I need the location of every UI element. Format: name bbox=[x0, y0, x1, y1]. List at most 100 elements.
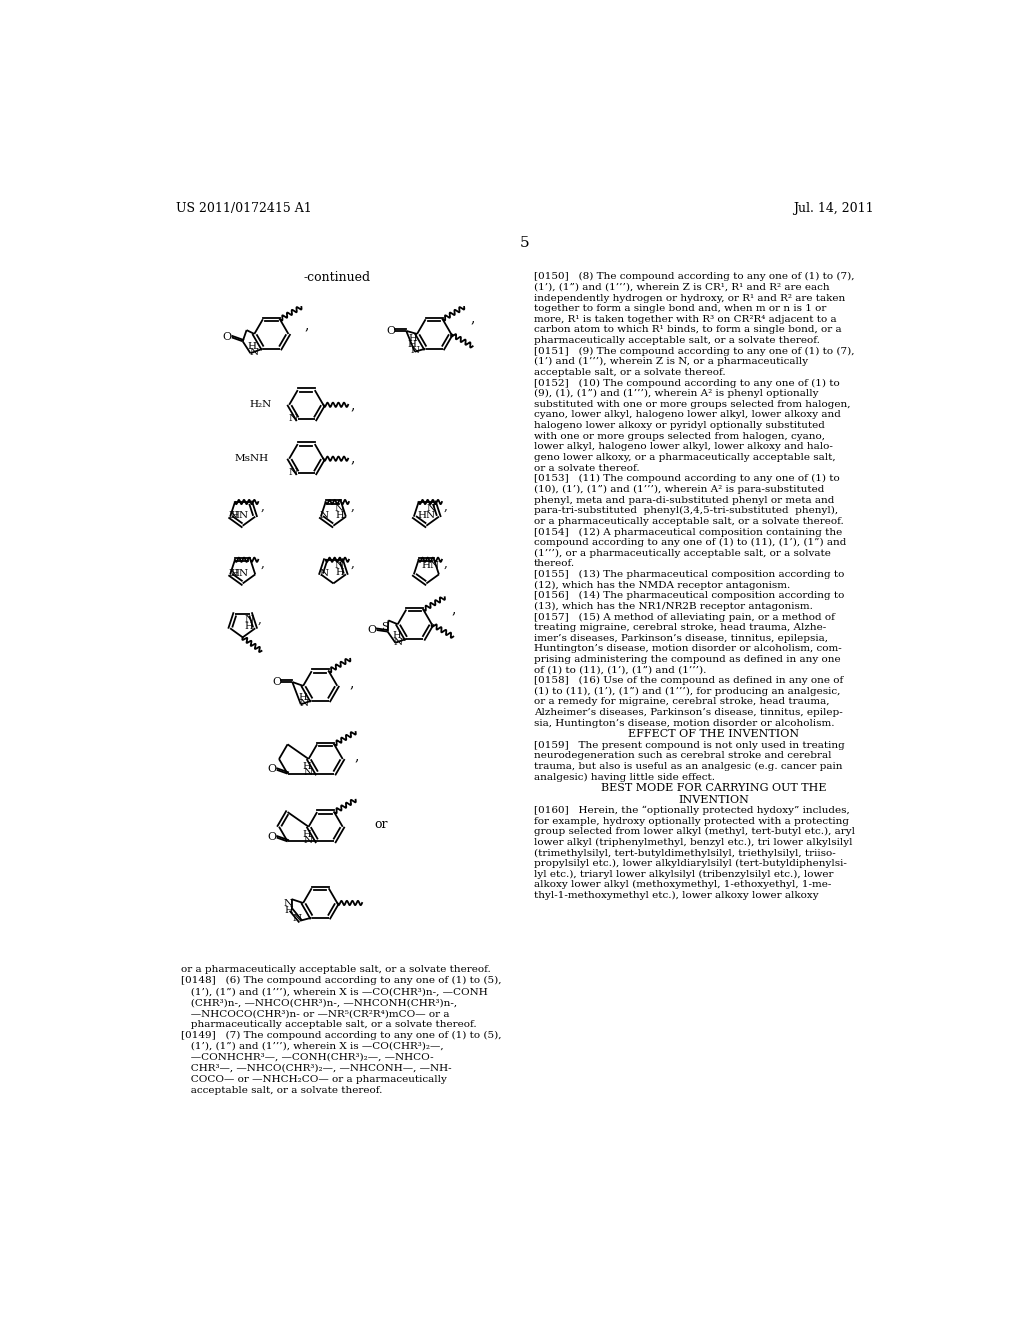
Text: N: N bbox=[319, 569, 329, 578]
Text: pharmaceutically acceptable salt, or a solvate thereof.: pharmaceutically acceptable salt, or a s… bbox=[180, 1020, 476, 1030]
Text: COCO— or —NHCH₂CO— or a pharmaceutically: COCO— or —NHCH₂CO— or a pharmaceutically bbox=[180, 1074, 446, 1084]
Text: halogeno lower alkoxy or pyridyl optionally substituted: halogeno lower alkoxy or pyridyl optiona… bbox=[535, 421, 825, 430]
Text: N: N bbox=[228, 511, 238, 520]
Text: N: N bbox=[394, 638, 403, 647]
Text: or a solvate thereof.: or a solvate thereof. bbox=[535, 463, 640, 473]
Text: O: O bbox=[267, 832, 276, 842]
Text: Huntington’s disease, motion disorder or alcoholism, com-: Huntington’s disease, motion disorder or… bbox=[535, 644, 842, 653]
Text: N: N bbox=[228, 569, 238, 578]
Text: H: H bbox=[409, 334, 417, 343]
Text: N: N bbox=[304, 836, 313, 845]
Text: [0149]   (7) The compound according to any one of (1) to (5),: [0149] (7) The compound according to any… bbox=[180, 1031, 501, 1040]
Text: geno lower alkoxy, or a pharmaceutically acceptable salt,: geno lower alkoxy, or a pharmaceutically… bbox=[535, 453, 836, 462]
Text: INVENTION: INVENTION bbox=[679, 795, 750, 805]
Text: [0159]   The present compound is not only used in treating: [0159] The present compound is not only … bbox=[535, 741, 845, 750]
Text: N: N bbox=[289, 414, 298, 424]
Text: substituted with one or more groups selected from halogen,: substituted with one or more groups sele… bbox=[535, 400, 851, 409]
Text: thyl-1-methoxymethyl etc.), lower alkoxy lower alkoxy: thyl-1-methoxymethyl etc.), lower alkoxy… bbox=[535, 891, 819, 900]
Text: lower alkyl, halogeno lower alkyl, lower alkoxy and halo-: lower alkyl, halogeno lower alkyl, lower… bbox=[535, 442, 833, 451]
Text: sia, Huntington’s disease, motion disorder or alcoholism.: sia, Huntington’s disease, motion disord… bbox=[535, 718, 835, 727]
Text: Alzheimer’s diseases, Parkinson’s disease, tinnitus, epilep-: Alzheimer’s diseases, Parkinson’s diseas… bbox=[535, 708, 843, 717]
Text: prising administering the compound as defined in any one: prising administering the compound as de… bbox=[535, 655, 841, 664]
Text: O: O bbox=[386, 326, 395, 335]
Text: or a pharmaceutically acceptable salt, or a solvate thereof.: or a pharmaceutically acceptable salt, o… bbox=[535, 516, 844, 525]
Text: S: S bbox=[382, 622, 389, 631]
Text: ,: , bbox=[258, 612, 262, 626]
Text: [0155]   (13) The pharmaceutical composition according to: [0155] (13) The pharmaceutical compositi… bbox=[535, 570, 845, 579]
Text: —CONHCHR³—, —CONH(CHR³)₂—, —NHCO-: —CONHCHR³—, —CONH(CHR³)₂—, —NHCO- bbox=[180, 1053, 433, 1061]
Text: O: O bbox=[368, 626, 377, 635]
Text: ,: , bbox=[350, 451, 355, 466]
Text: (13), which has the NR1/NR2B receptor antagonism.: (13), which has the NR1/NR2B receptor an… bbox=[535, 602, 813, 611]
Text: [0150]   (8) The compound according to any one of (1) to (7),: [0150] (8) The compound according to any… bbox=[535, 272, 855, 281]
Text: ,: , bbox=[452, 602, 456, 616]
Text: acceptable salt, or a solvate thereof.: acceptable salt, or a solvate thereof. bbox=[180, 1085, 382, 1094]
Text: -continued: -continued bbox=[304, 271, 371, 284]
Text: phenyl, meta and para-di-substituted phenyl or meta and: phenyl, meta and para-di-substituted phe… bbox=[535, 495, 835, 504]
Text: HN: HN bbox=[418, 511, 436, 520]
Text: EFFECT OF THE INVENTION: EFFECT OF THE INVENTION bbox=[629, 729, 800, 739]
Text: [0158]   (16) Use of the compound as defined in any one of: [0158] (16) Use of the compound as defin… bbox=[535, 676, 844, 685]
Text: pharmaceutically acceptable salt, or a solvate thereof.: pharmaceutically acceptable salt, or a s… bbox=[535, 337, 820, 345]
Text: N: N bbox=[426, 504, 435, 512]
Text: H: H bbox=[392, 631, 401, 640]
Text: (1’), (1”) and (1’’’), wherein X is —CO(CHR³)₂—,: (1’), (1”) and (1’’’), wherein X is —CO(… bbox=[180, 1041, 443, 1051]
Text: —NHCOCO(CHR³)n- or —NR⁵(CR²R⁴)mCO— or a: —NHCOCO(CHR³)n- or —NR⁵(CR²R⁴)mCO— or a bbox=[180, 1008, 450, 1018]
Text: para-tri-substituted  phenyl(3,4,5-tri-substituted  phenyl),: para-tri-substituted phenyl(3,4,5-tri-su… bbox=[535, 506, 839, 515]
Text: N: N bbox=[245, 615, 254, 624]
Text: H: H bbox=[335, 511, 344, 520]
Text: N: N bbox=[335, 504, 344, 512]
Text: (1) to (11), (1’), (1”) and (1’’’), for producing an analgesic,: (1) to (11), (1’), (1”) and (1’’’), for … bbox=[535, 686, 841, 696]
Text: H: H bbox=[303, 762, 311, 771]
Text: H: H bbox=[335, 569, 344, 577]
Text: [0152]   (10) The compound according to any one of (1) to: [0152] (10) The compound according to an… bbox=[535, 379, 840, 388]
Text: ,: , bbox=[443, 499, 447, 512]
Text: (trimethylsilyl, tert-butyldimethylsilyl, triethylsilyl, triiso-: (trimethylsilyl, tert-butyldimethylsilyl… bbox=[535, 849, 836, 858]
Text: ,: , bbox=[260, 557, 264, 570]
Text: N: N bbox=[319, 511, 329, 520]
Text: 5: 5 bbox=[520, 236, 529, 249]
Text: ,: , bbox=[351, 557, 354, 570]
Text: N: N bbox=[304, 768, 313, 777]
Text: (1’’’), or a pharmaceutically acceptable salt, or a solvate: (1’’’), or a pharmaceutically acceptable… bbox=[535, 549, 830, 558]
Text: ,: , bbox=[354, 750, 358, 764]
Text: N: N bbox=[289, 469, 298, 477]
Text: [0154]   (12) A pharmaceutical composition containing the: [0154] (12) A pharmaceutical composition… bbox=[535, 528, 843, 536]
Text: thereof.: thereof. bbox=[535, 560, 575, 569]
Text: H₂N: H₂N bbox=[250, 400, 272, 409]
Text: ,: , bbox=[349, 676, 353, 690]
Text: (10), (1’), (1”) and (1’’’), wherein A² is para-substituted: (10), (1’), (1”) and (1’’’), wherein A² … bbox=[535, 484, 824, 494]
Text: O: O bbox=[267, 764, 276, 774]
Text: N: N bbox=[411, 346, 419, 355]
Text: (1’), (1”) and (1’’’), wherein Z is CR¹, R¹ and R² are each: (1’), (1”) and (1’’’), wherein Z is CR¹,… bbox=[535, 282, 829, 292]
Text: [0156]   (14) The pharmaceutical composition according to: [0156] (14) The pharmaceutical compositi… bbox=[535, 591, 845, 601]
Text: neurodegeneration such as cerebral stroke and cerebral: neurodegeneration such as cerebral strok… bbox=[535, 751, 831, 760]
Text: ,: , bbox=[471, 312, 475, 326]
Text: (12), which has the NMDA receptor antagonism.: (12), which has the NMDA receptor antago… bbox=[535, 581, 791, 590]
Text: together to form a single bond and, when m or n is 1 or: together to form a single bond and, when… bbox=[535, 304, 826, 313]
Text: HN: HN bbox=[422, 561, 440, 570]
Text: ,: , bbox=[443, 557, 447, 570]
Text: analgesic) having little side effect.: analgesic) having little side effect. bbox=[535, 772, 715, 781]
Text: ,: , bbox=[351, 499, 354, 512]
Text: more, R¹ is taken together with R³ on CR²R⁴ adjacent to a: more, R¹ is taken together with R³ on CR… bbox=[535, 315, 837, 323]
Text: propylsilyl etc.), lower alkyldiarylsilyl (tert-butyldiphenylsi-: propylsilyl etc.), lower alkyldiarylsily… bbox=[535, 859, 847, 869]
Text: MsNH: MsNH bbox=[234, 454, 269, 463]
Text: H: H bbox=[245, 622, 253, 631]
Text: ,: , bbox=[350, 397, 355, 412]
Text: O: O bbox=[272, 677, 282, 686]
Text: or: or bbox=[374, 818, 387, 830]
Text: [0153]   (11) The compound according to any one of (1) to: [0153] (11) The compound according to an… bbox=[535, 474, 840, 483]
Text: lower alkyl (triphenylmethyl, benzyl etc.), tri lower alkylsilyl: lower alkyl (triphenylmethyl, benzyl etc… bbox=[535, 838, 853, 847]
Text: treating migraine, cerebral stroke, head trauma, Alzhe-: treating migraine, cerebral stroke, head… bbox=[535, 623, 826, 632]
Text: or a remedy for migraine, cerebral stroke, head trauma,: or a remedy for migraine, cerebral strok… bbox=[535, 697, 829, 706]
Text: independently hydrogen or hydroxy, or R¹ and R² are taken: independently hydrogen or hydroxy, or R¹… bbox=[535, 293, 846, 302]
Text: N: N bbox=[299, 700, 308, 708]
Text: lyl etc.), triaryl lower alkylsilyl (tribenzylsilyl etc.), lower: lyl etc.), triaryl lower alkylsilyl (tri… bbox=[535, 870, 834, 879]
Text: alkoxy lower alkyl (methoxymethyl, 1-ethoxyethyl, 1-me-: alkoxy lower alkyl (methoxymethyl, 1-eth… bbox=[535, 880, 831, 890]
Text: group selected from lower alkyl (methyl, tert-butyl etc.), aryl: group selected from lower alkyl (methyl,… bbox=[535, 828, 855, 837]
Text: (1’), (1”) and (1’’’), wherein X is —CO(CHR³)n-, —CONH: (1’), (1”) and (1’’’), wherein X is —CO(… bbox=[180, 987, 487, 997]
Text: [0160]   Herein, the “optionally protected hydoxy” includes,: [0160] Herein, the “optionally protected… bbox=[535, 807, 850, 816]
Text: trauma, but also is useful as an analgesic (e.g. cancer pain: trauma, but also is useful as an analges… bbox=[535, 762, 843, 771]
Text: BEST MODE FOR CARRYING OUT THE: BEST MODE FOR CARRYING OUT THE bbox=[601, 783, 826, 793]
